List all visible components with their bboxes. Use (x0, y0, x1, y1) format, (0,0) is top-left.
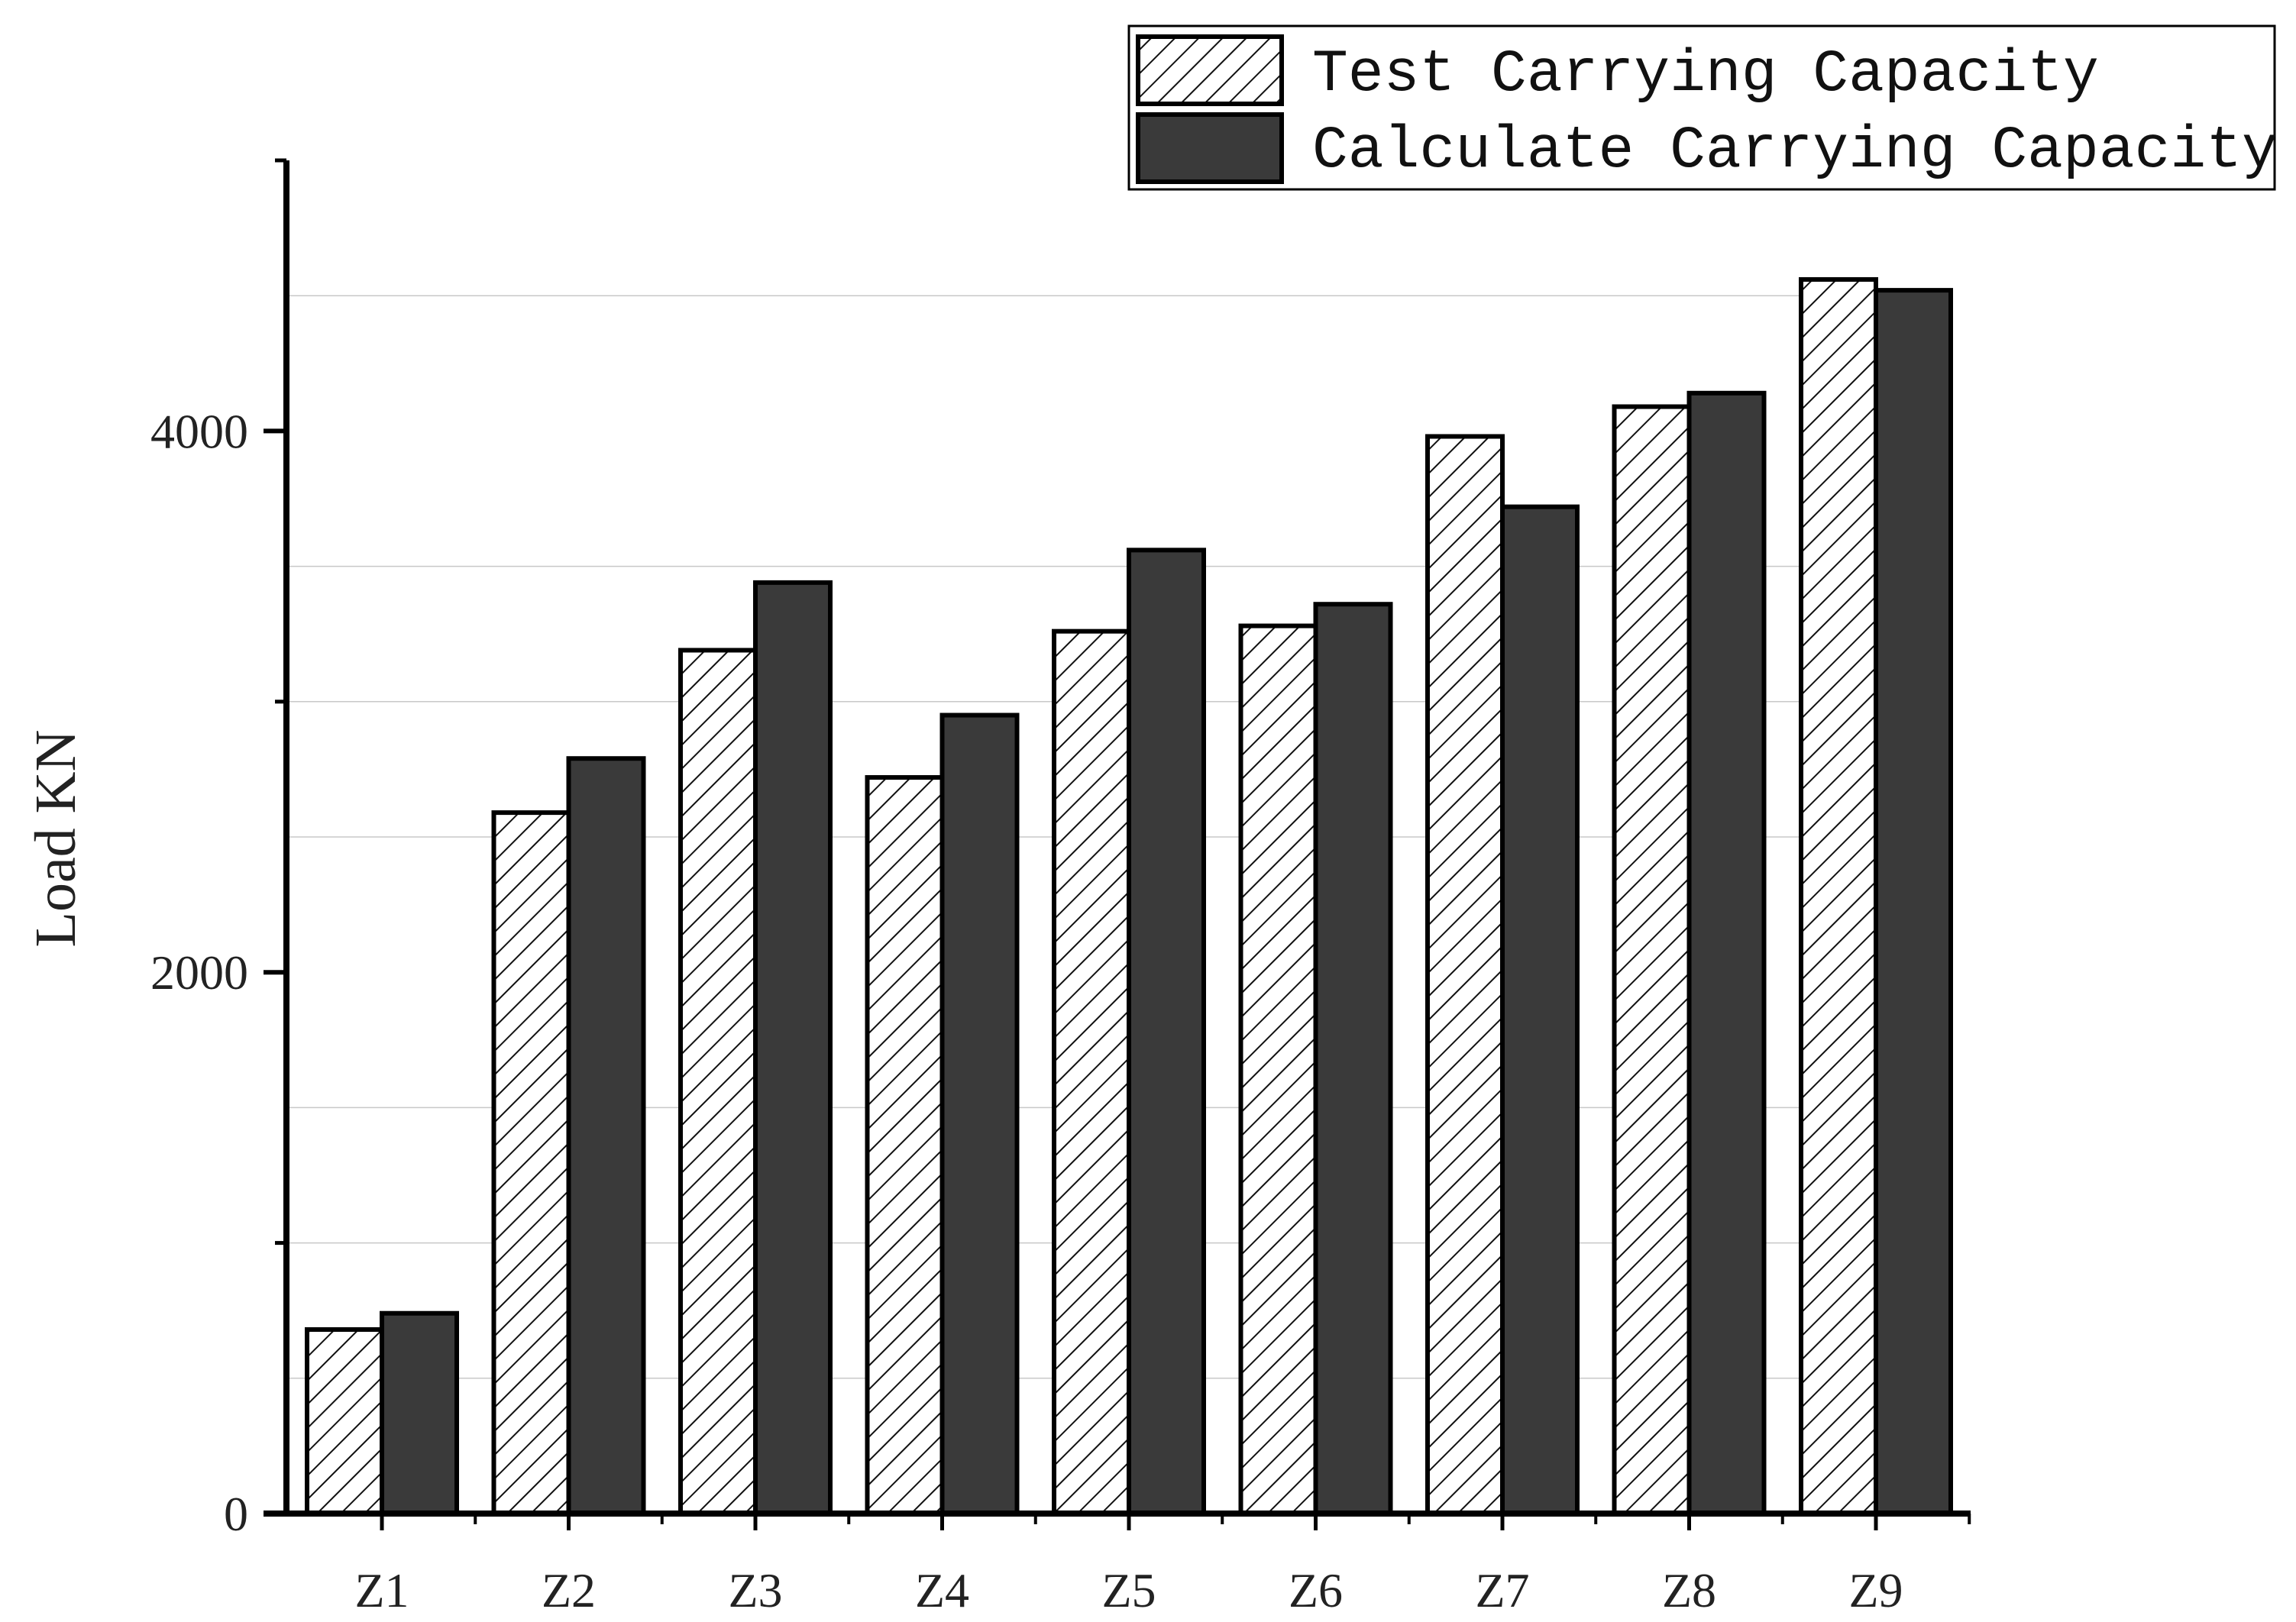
y-tick-label: 2000 (150, 945, 248, 1000)
bar-calculate-z7 (1500, 504, 1580, 1517)
x-tick-label-z5: Z5 (1101, 1563, 1156, 1617)
bar-calculate-z6 (1313, 602, 1393, 1517)
bar-test-z9 (1799, 276, 1878, 1516)
bars (305, 276, 1953, 1517)
bar-calculate-z2 (566, 756, 646, 1516)
y-tick-label: 4000 (150, 404, 248, 458)
bar-calculate-z5 (1127, 548, 1206, 1516)
bar-calculate-z8 (1686, 390, 1767, 1516)
bar-test-z3 (678, 648, 758, 1516)
bar-test-z6 (1238, 623, 1318, 1516)
bar-calculate-z9 (1874, 288, 1953, 1516)
x-tick-label-z1: Z1 (354, 1563, 409, 1617)
bar-test-z2 (491, 810, 571, 1516)
bar-test-z1 (305, 1327, 384, 1517)
y-axis-title: Load KN (24, 730, 88, 948)
x-tick-label-z9: Z9 (1848, 1563, 1903, 1617)
legend-label-test: Test Carrying Capacity (1312, 41, 2099, 108)
x-tick-label-z4: Z4 (915, 1563, 969, 1617)
legend-swatch-calculate (1136, 112, 1284, 184)
bar-calculate-z4 (939, 712, 1020, 1516)
x-tick-label-z7: Z7 (1475, 1563, 1529, 1617)
x-ticks: Z1 Z2 Z3 Z4 Z5 Z6 Z7 Z8 Z9 (354, 1514, 1971, 1617)
bar-test-z4 (865, 775, 945, 1516)
bar-test-z5 (1052, 628, 1131, 1516)
y-ticks: 0 2000 4000 (150, 158, 286, 1541)
x-tick-label-z3: Z3 (728, 1563, 782, 1617)
y-tick-label: 0 (224, 1487, 248, 1541)
legend-label-calculate: Calculate Carrying Capacity (1312, 118, 2278, 185)
x-tick-label-z8: Z8 (1662, 1563, 1716, 1617)
x-tick-label-z2: Z2 (542, 1563, 596, 1617)
legend-swatch-test (1136, 34, 1284, 106)
bar-test-z7 (1425, 434, 1505, 1516)
x-tick-label-z6: Z6 (1289, 1563, 1343, 1617)
legend-box (1127, 24, 2276, 191)
bar-calculate-z3 (753, 580, 833, 1516)
legend: Test Carrying Capacity Calculate Carryin… (1127, 24, 2278, 191)
bar-test-z8 (1612, 404, 1692, 1516)
bar-calculate-z1 (380, 1310, 459, 1517)
axes (264, 160, 1971, 1517)
